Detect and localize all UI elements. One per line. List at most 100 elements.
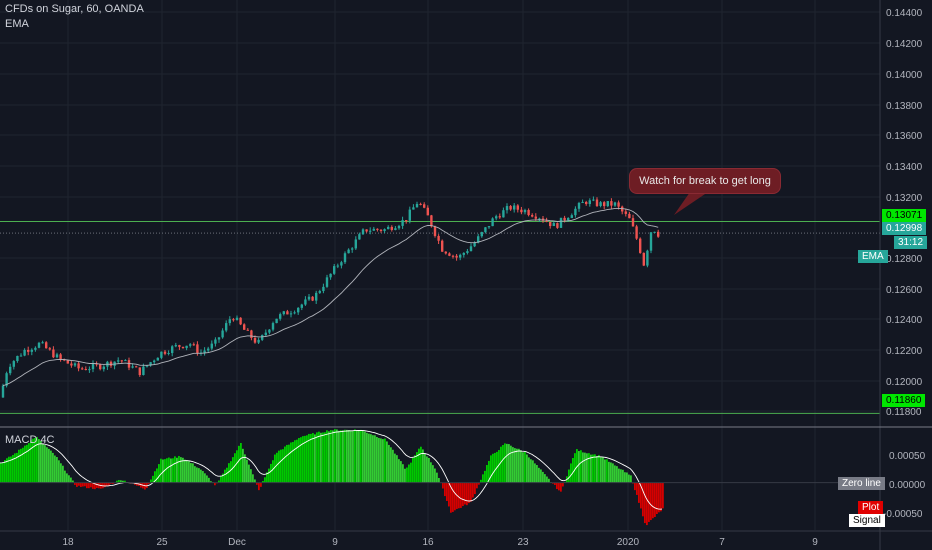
histogram-bar bbox=[362, 430, 364, 483]
candle-body bbox=[131, 366, 134, 368]
candlestick-series[interactable] bbox=[1, 196, 660, 398]
candle-body bbox=[12, 361, 15, 367]
candle-body bbox=[225, 323, 228, 331]
histogram-bar bbox=[334, 429, 336, 483]
histogram-bar bbox=[600, 457, 602, 483]
candle-body bbox=[257, 339, 260, 343]
candle-body bbox=[48, 348, 51, 350]
histogram-bar bbox=[294, 440, 296, 483]
ema-path bbox=[2, 207, 659, 387]
candle-body bbox=[34, 347, 37, 350]
indicator-label-ema[interactable]: EMA bbox=[5, 18, 29, 30]
histogram-bar bbox=[226, 467, 228, 483]
y-tick-label: 0.14200 bbox=[886, 39, 923, 50]
histogram-bar bbox=[280, 449, 282, 483]
histogram-bar bbox=[36, 436, 38, 483]
histogram-bar bbox=[546, 476, 548, 483]
histogram-bar bbox=[364, 431, 366, 483]
histogram-bar bbox=[6, 458, 8, 483]
candle-body bbox=[444, 251, 447, 254]
candle-body bbox=[437, 235, 440, 241]
x-tick-label: 25 bbox=[156, 537, 168, 548]
histogram-bar bbox=[488, 460, 490, 483]
grid-lines bbox=[0, 0, 880, 530]
histogram-bar bbox=[140, 482, 142, 488]
candle-body bbox=[347, 249, 350, 254]
histogram-bar bbox=[654, 482, 656, 517]
plot-legend: Plot bbox=[858, 501, 884, 514]
histogram-bar bbox=[462, 482, 464, 507]
histogram-bar bbox=[374, 435, 376, 483]
histogram-bar bbox=[14, 453, 16, 483]
histogram-bar bbox=[262, 480, 264, 483]
histogram-bar bbox=[426, 456, 428, 483]
histogram-bar bbox=[54, 455, 56, 483]
histogram-bar bbox=[396, 455, 398, 483]
candle-body bbox=[9, 366, 12, 374]
histogram-bar bbox=[18, 449, 20, 483]
histogram-bar bbox=[328, 431, 330, 483]
histogram-bar bbox=[584, 452, 586, 483]
signal-legend: Signal bbox=[849, 514, 885, 527]
histogram-bar bbox=[232, 457, 234, 483]
symbol-title[interactable]: CFDs on Sugar, 60, OANDA bbox=[5, 3, 144, 15]
histogram-bar bbox=[304, 435, 306, 483]
candle-body bbox=[426, 207, 429, 216]
histogram-bar bbox=[32, 438, 34, 483]
histogram-bar bbox=[108, 482, 110, 487]
macd-signal-line bbox=[0, 429, 663, 510]
histogram-bar bbox=[558, 482, 560, 491]
histogram-bar bbox=[450, 482, 452, 513]
candle-body bbox=[379, 229, 383, 231]
macd-y-tick-label: 0.00000 bbox=[889, 480, 926, 491]
histogram-bar bbox=[500, 446, 502, 483]
candle-body bbox=[315, 292, 318, 301]
histogram-bar bbox=[526, 454, 528, 483]
candle-body bbox=[66, 360, 69, 364]
histogram-bar bbox=[424, 453, 426, 483]
histogram-bar bbox=[168, 457, 170, 483]
histogram-bar bbox=[532, 460, 534, 483]
candle-body bbox=[502, 210, 505, 218]
candle-body bbox=[473, 242, 476, 247]
histogram-bar bbox=[42, 443, 44, 483]
histogram-bar bbox=[172, 458, 174, 483]
histogram-bar bbox=[342, 430, 344, 483]
candle-body bbox=[361, 229, 365, 235]
histogram-bar bbox=[630, 475, 632, 483]
histogram-bar bbox=[620, 469, 622, 483]
histogram-bar bbox=[448, 482, 450, 507]
histogram-bar bbox=[646, 482, 648, 526]
candle-body bbox=[657, 231, 660, 237]
histogram-bar bbox=[370, 434, 372, 483]
x-axis-ticks: 18 25 Dec 9 16 23 2020 7 9 bbox=[62, 537, 818, 548]
candle-body bbox=[559, 217, 563, 228]
histogram-bar bbox=[508, 444, 510, 483]
histogram-bar bbox=[268, 468, 270, 483]
x-tick-label: 18 bbox=[62, 537, 74, 548]
candle-body bbox=[279, 314, 282, 319]
histogram-bar bbox=[234, 453, 236, 483]
candle-body bbox=[271, 323, 275, 330]
macd-indicator-label[interactable]: MACD 4C bbox=[5, 434, 55, 446]
histogram-bar bbox=[420, 446, 422, 483]
histogram-bar bbox=[112, 482, 114, 484]
histogram-bar bbox=[242, 448, 244, 483]
histogram-bar bbox=[188, 461, 190, 483]
histogram-bar bbox=[68, 475, 70, 483]
candle-body bbox=[55, 354, 59, 358]
histogram-bar bbox=[38, 439, 40, 483]
candle-body bbox=[459, 254, 462, 258]
histogram-bar bbox=[288, 444, 290, 483]
candle-body bbox=[333, 266, 336, 274]
histogram-bar bbox=[174, 456, 176, 483]
annotation-callout[interactable]: Watch for break to get long bbox=[629, 168, 781, 194]
histogram-bar bbox=[266, 472, 268, 483]
histogram-bar bbox=[52, 452, 54, 483]
histogram-bar bbox=[394, 453, 396, 483]
histogram-bar bbox=[30, 440, 32, 483]
histogram-bar bbox=[96, 482, 98, 488]
last-price-tag: 0.12998 bbox=[882, 222, 927, 235]
x-tick-label: 2020 bbox=[617, 537, 640, 548]
